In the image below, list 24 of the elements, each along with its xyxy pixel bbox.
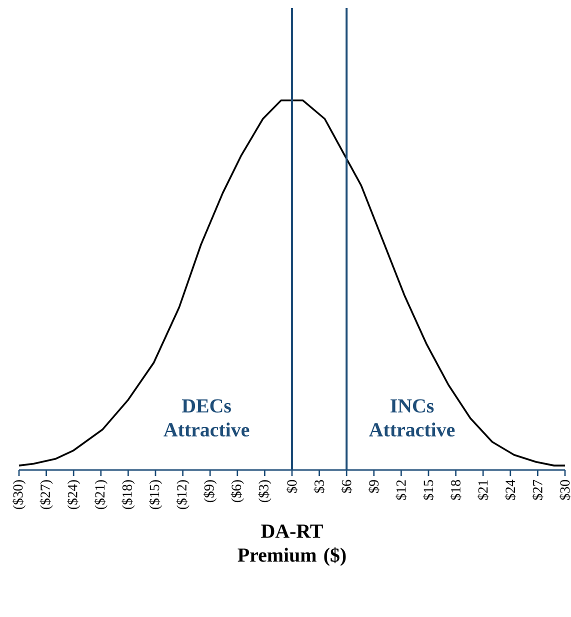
x-tick-label: ($9): [204, 480, 217, 502]
x-tick-label: $18: [450, 480, 462, 500]
x-tick-label: $27: [532, 480, 544, 500]
x-tick-label: ($24): [67, 480, 80, 510]
x-tick-label: $24: [504, 480, 516, 500]
x-tick-label: ($18): [122, 480, 135, 510]
x-tick-label: ($21): [94, 480, 108, 510]
x-tick-label: ($15): [148, 480, 162, 510]
x-tick-label: ($30): [12, 480, 26, 510]
x-tick-label: $0: [286, 480, 298, 493]
x-tick-label: $3: [314, 480, 325, 493]
annotation: INCs Attractive: [369, 399, 455, 437]
x-tick-label: ($12): [176, 480, 190, 510]
x-tick-label: $21: [478, 480, 489, 500]
annotation: DECs Attractive: [164, 399, 250, 437]
x-tick-label: ($6): [230, 480, 244, 502]
x-tick-label: $9: [368, 480, 380, 493]
x-tick-label: $30: [559, 480, 571, 500]
x-tick-label: $6: [341, 480, 352, 493]
x-axis-title: DA-RT Premium ($): [238, 524, 346, 566]
x-tick-label: ($3): [258, 480, 272, 502]
x-tick-label: $15: [422, 480, 434, 500]
x-tick-label: $12: [396, 480, 407, 500]
x-tick-label: ($27): [40, 480, 53, 510]
